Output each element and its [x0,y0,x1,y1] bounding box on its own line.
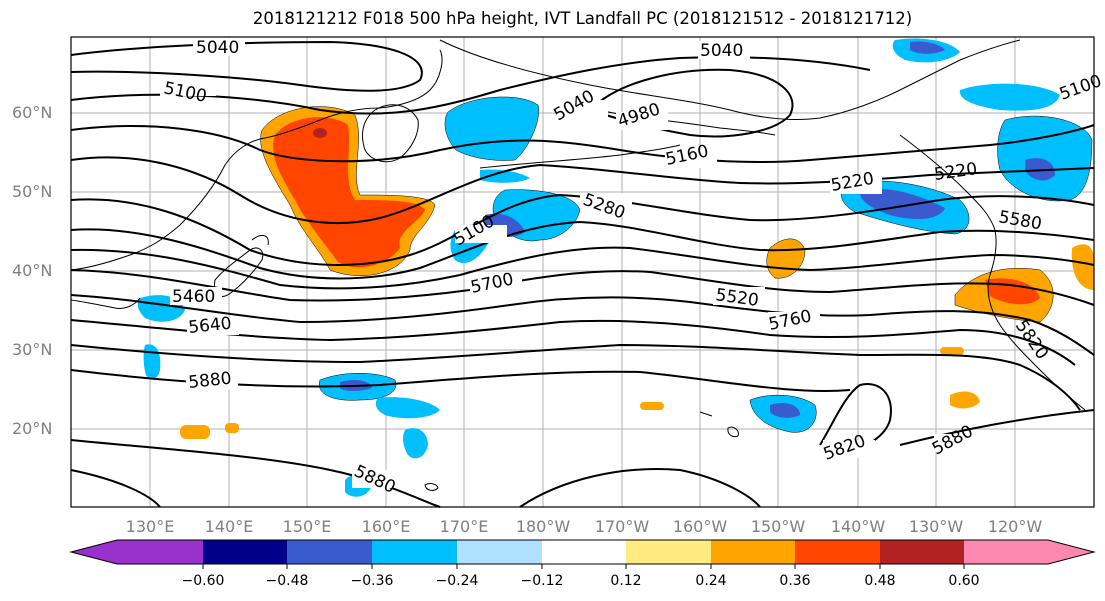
lat-label-30n: 30°N [12,340,53,359]
lon-label: 140°W [830,517,886,536]
lon-label: 170°E [439,517,489,536]
lat-label-50n: 50°N [12,182,53,201]
colorbar-tick-label: 0.48 [864,573,896,589]
colorbar-tick-label: 0.12 [610,573,642,589]
lat-label-20n: 20°N [12,419,53,438]
lat-label-40n: 40°N [12,261,53,280]
colorbar-tick-label: −0.60 [181,573,225,589]
colorbar-extend-high [1048,540,1094,564]
colorbar-extend-low [71,540,117,564]
lon-label: 130°E [125,517,175,536]
contour-label-boxes [160,38,986,488]
lon-label: 160°W [672,517,728,536]
lon-label: 150°W [750,517,806,536]
lon-label: 180°W [515,517,571,536]
lon-label: 130°W [908,517,964,536]
coastlines [70,39,1086,491]
colorbar [69,539,1096,569]
lon-label: 120°W [987,517,1043,536]
contour-label: 5880 [187,369,232,393]
lon-label: 170°W [594,517,650,536]
lon-label: 160°E [361,517,411,536]
lon-label: 150°E [282,517,332,536]
colorbar-tick-label: 0.60 [948,573,980,589]
colorbar-tick-label: −0.24 [435,573,479,589]
map-title: 2018121212 F018 500 hPa height, IVT Land… [252,9,913,28]
colorbar-tick-label: −0.36 [350,573,394,589]
lat-label-60n: 60°N [12,103,53,122]
colorbar-tick-label: −0.12 [520,573,564,589]
contour-label: 5040 [700,41,743,61]
lon-label: 140°E [204,517,254,536]
ivt-shading [137,38,1094,497]
colorbar-tick-label: −0.48 [265,573,309,589]
plot-frame [70,36,1095,508]
colorbar-tick-label: 0.36 [779,573,811,589]
contour-label: 5040 [196,38,239,58]
contour-label: 5640 [187,314,232,338]
contour-label: 5460 [172,287,215,307]
colorbar-tick-label: 0.24 [695,573,727,589]
